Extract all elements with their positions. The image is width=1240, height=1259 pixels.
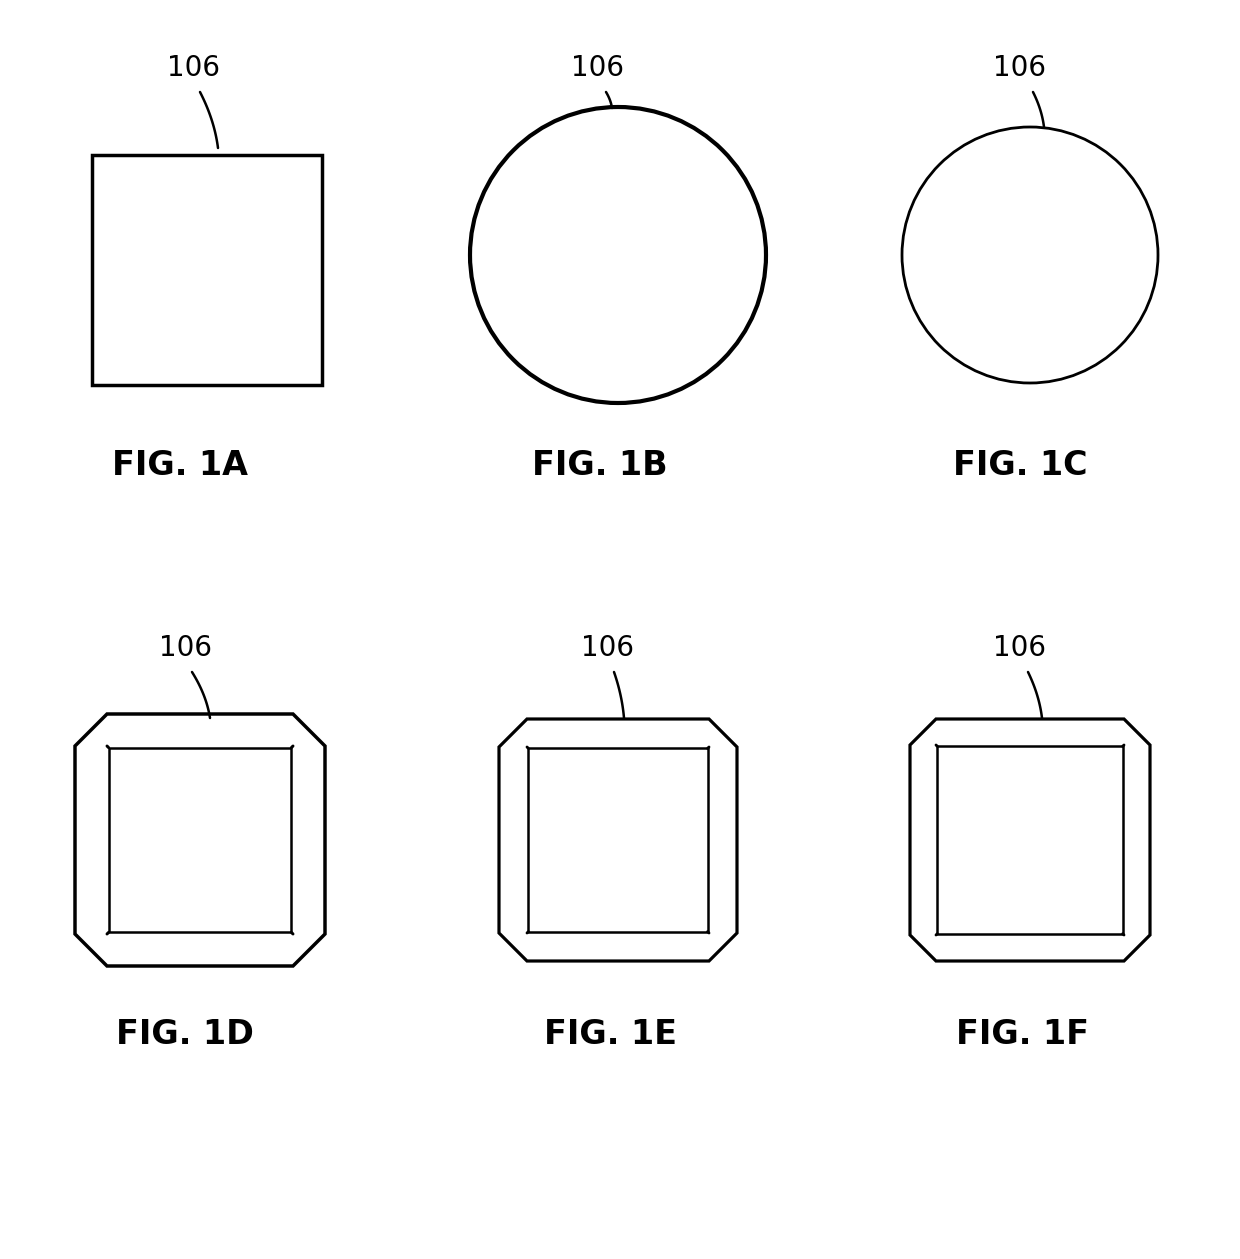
Bar	[528, 748, 708, 932]
Text: FIG. 1E: FIG. 1E	[543, 1019, 677, 1051]
Text: 106: 106	[993, 635, 1047, 662]
Bar	[92, 155, 322, 385]
Bar	[937, 747, 1122, 934]
Text: 106: 106	[582, 635, 635, 662]
Text: 106: 106	[159, 635, 212, 662]
Bar	[109, 748, 291, 933]
Text: FIG. 1A: FIG. 1A	[112, 448, 248, 481]
Text: FIG. 1C: FIG. 1C	[952, 448, 1087, 481]
Text: FIG. 1F: FIG. 1F	[956, 1019, 1089, 1051]
Text: FIG. 1D: FIG. 1D	[117, 1019, 254, 1051]
Text: 106: 106	[166, 54, 219, 82]
Text: 106: 106	[572, 54, 625, 82]
Text: 106: 106	[993, 54, 1047, 82]
Text: FIG. 1B: FIG. 1B	[532, 448, 668, 481]
